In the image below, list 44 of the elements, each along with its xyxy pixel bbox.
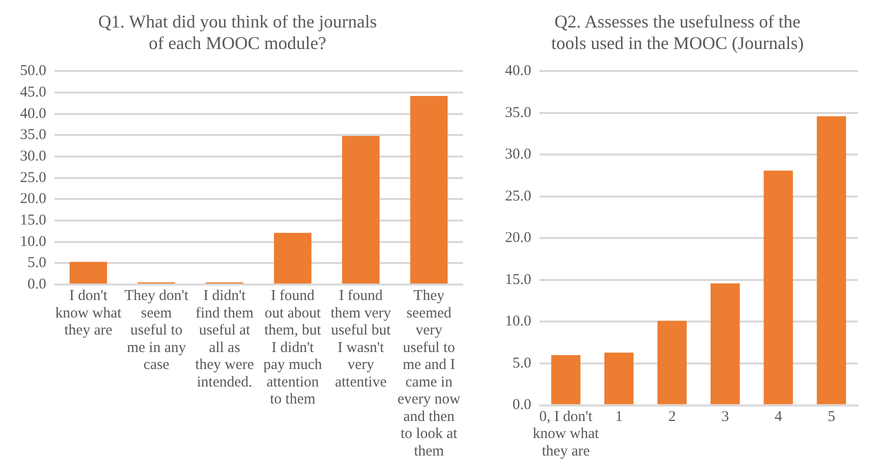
y-tick-label: 20.0 (505, 230, 532, 246)
y-tick-label: 10.0 (20, 234, 46, 250)
y-tick-label: 40.0 (505, 63, 532, 80)
x-tick-label: They don't seem useful to me in any case (124, 288, 190, 374)
bar (816, 116, 846, 404)
x-tick-label: I found them very useful but I wasn't very attentive (330, 288, 392, 390)
y-tick-label: 15.0 (20, 212, 46, 228)
bar (551, 355, 580, 404)
y-tick-label: 0.0 (28, 276, 46, 292)
bar (342, 136, 380, 284)
x-tick-label: 2 (668, 408, 676, 425)
y-tick-label: 45.0 (20, 84, 46, 100)
bar (657, 320, 687, 404)
category-label: They seemed very useful to me and I came in every now and then to look at them (397, 288, 460, 460)
y-tick-label: 40.0 (20, 106, 46, 122)
bar (764, 170, 793, 404)
y-tick-label: 5.0 (512, 355, 532, 372)
y-tick-label: 35.0 (505, 104, 532, 121)
y-tick-label: 15.0 (505, 272, 532, 288)
y-tick-label: 30.0 (505, 146, 532, 163)
x-tick-label: I found out about them, but I didn't pay much attention to them (263, 288, 323, 408)
y-tick-label: 50.0 (20, 63, 46, 80)
x-tick-label: 1 (615, 408, 623, 425)
x-tick-label: 0, I don't know what they are (532, 408, 600, 460)
y-tick-label: 25.0 (20, 170, 46, 186)
y-tick-label: 0.0 (512, 397, 532, 414)
y-tick-label: 10.0 (505, 314, 532, 330)
bar (410, 96, 448, 284)
x-tick-label: 5 (828, 408, 836, 425)
y-tick-label: 30.0 (20, 148, 46, 164)
chart-title: Q1. What did you think of the journals of each MOOC module? (98, 12, 377, 54)
y-tick-label: 5.0 (28, 255, 46, 272)
bar (710, 283, 740, 404)
y-tick-label: 25.0 (505, 188, 532, 204)
x-tick-label: 3 (721, 408, 729, 425)
bar (604, 352, 634, 404)
x-tick-label: 4 (774, 408, 783, 425)
x-tick-label: I didn't find them useful at all as they were intended. (195, 288, 254, 390)
x-tick-label: I don't know what they are (55, 288, 122, 339)
y-tick-label: 20.0 (20, 191, 46, 208)
bar (274, 232, 312, 284)
y-tick-label: 35.0 (20, 127, 46, 144)
bar (70, 262, 108, 284)
chart-title: Q2. Assesses the usefulness of the tools used in the MOOC (Journals) (551, 12, 804, 54)
